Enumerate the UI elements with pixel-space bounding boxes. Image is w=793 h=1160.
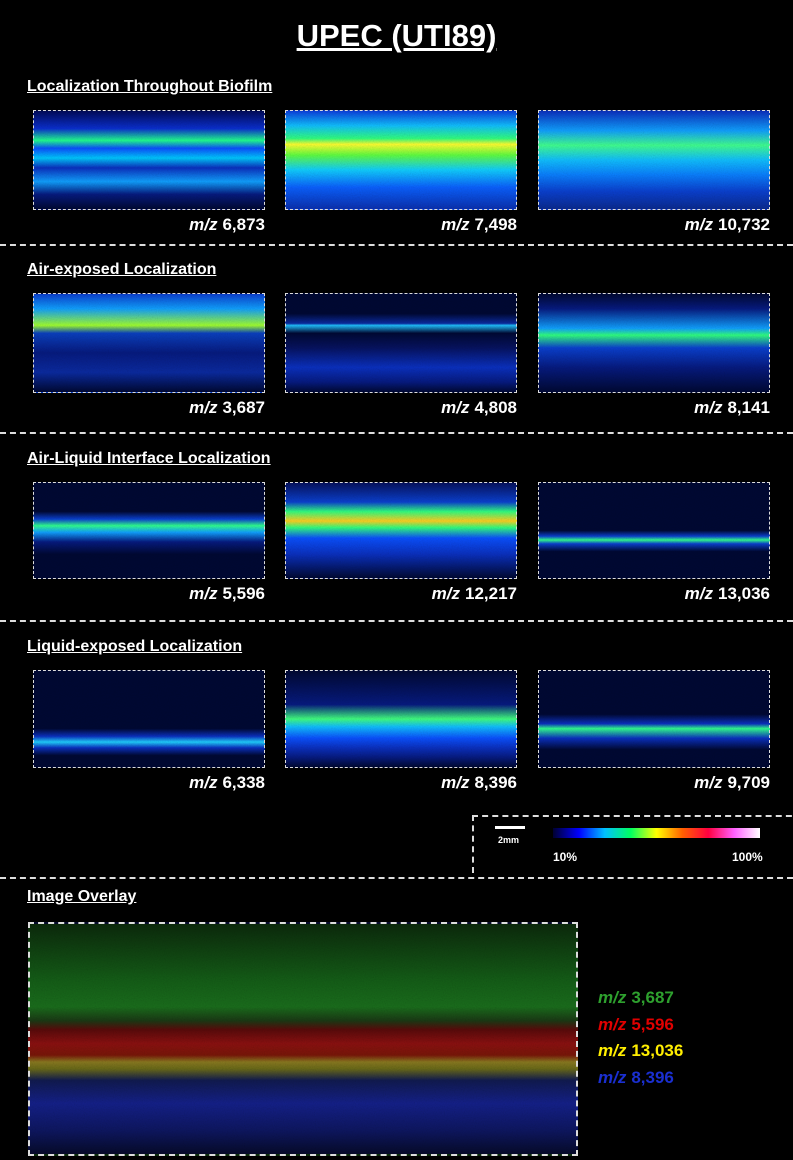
separator xyxy=(0,877,793,879)
panel-label: m/z 5,596 xyxy=(33,584,265,604)
noise xyxy=(30,924,576,1154)
mz-prefix: m/z xyxy=(189,398,217,417)
colorbar-min: 10% xyxy=(553,850,577,864)
heatmap-panel xyxy=(538,293,770,393)
noise xyxy=(286,483,516,578)
panel-label: m/z 12,217 xyxy=(285,584,517,604)
noise xyxy=(34,671,264,767)
legend-entry: m/z 8,396 xyxy=(598,1068,674,1088)
heatmap-panel xyxy=(538,482,770,579)
mz-prefix: m/z xyxy=(694,398,722,417)
separator xyxy=(0,244,793,246)
mz-prefix: m/z xyxy=(598,988,626,1007)
section-title: Localization Throughout Biofilm xyxy=(27,78,272,96)
mz-value: 9,709 xyxy=(727,773,770,792)
separator xyxy=(0,432,793,434)
noise xyxy=(539,111,769,209)
noise xyxy=(34,111,264,209)
panel-label: m/z 3,687 xyxy=(33,398,265,418)
colorbar-max: 100% xyxy=(732,850,763,864)
panel-label: m/z 6,338 xyxy=(33,773,265,793)
heatmap-panel xyxy=(285,110,517,210)
heatmap-panel xyxy=(285,293,517,393)
mz-value: 8,396 xyxy=(631,1068,674,1087)
panel-label: m/z 13,036 xyxy=(538,584,770,604)
figure-title: UPEC (UTI89) xyxy=(0,18,793,54)
overlay-image xyxy=(28,922,578,1156)
mz-value: 5,596 xyxy=(631,1015,674,1034)
section-title: Air-Liquid Interface Localization xyxy=(27,450,271,468)
legend-entry: m/z 5,596 xyxy=(598,1015,674,1035)
heatmap-panel xyxy=(33,293,265,393)
mz-value: 4,808 xyxy=(474,398,517,417)
mz-value: 3,687 xyxy=(222,398,265,417)
mz-value: 8,396 xyxy=(474,773,517,792)
legend-entry: m/z 3,687 xyxy=(598,988,674,1008)
heatmap-panel xyxy=(538,670,770,768)
mz-prefix: m/z xyxy=(598,1041,626,1060)
mz-prefix: m/z xyxy=(685,215,713,234)
mz-value: 13,036 xyxy=(718,584,770,603)
heatmap-panel xyxy=(538,110,770,210)
mz-prefix: m/z xyxy=(441,215,469,234)
legend-entry: m/z 13,036 xyxy=(598,1041,683,1061)
mz-prefix: m/z xyxy=(189,584,217,603)
noise xyxy=(286,671,516,767)
panel-label: m/z 9,709 xyxy=(538,773,770,793)
scale-bar xyxy=(495,826,525,829)
noise xyxy=(539,294,769,392)
mz-prefix: m/z xyxy=(685,584,713,603)
noise xyxy=(286,294,516,392)
noise xyxy=(539,483,769,578)
panel-label: m/z 4,808 xyxy=(285,398,517,418)
mz-prefix: m/z xyxy=(441,773,469,792)
section-title: Liquid-exposed Localization xyxy=(27,638,242,656)
mz-value: 12,217 xyxy=(465,584,517,603)
noise xyxy=(34,294,264,392)
mz-prefix: m/z xyxy=(694,773,722,792)
mz-prefix: m/z xyxy=(432,584,460,603)
heatmap-panel xyxy=(285,670,517,768)
panel-label: m/z 7,498 xyxy=(285,215,517,235)
mz-prefix: m/z xyxy=(598,1015,626,1034)
mz-value: 13,036 xyxy=(631,1041,683,1060)
mz-prefix: m/z xyxy=(598,1068,626,1087)
panel-label: m/z 8,396 xyxy=(285,773,517,793)
mz-value: 3,687 xyxy=(631,988,674,1007)
mz-value: 6,873 xyxy=(222,215,265,234)
mz-prefix: m/z xyxy=(189,215,217,234)
mz-prefix: m/z xyxy=(189,773,217,792)
mz-value: 6,338 xyxy=(222,773,265,792)
mz-value: 7,498 xyxy=(474,215,517,234)
heatmap-panel xyxy=(33,670,265,768)
mz-value: 8,141 xyxy=(727,398,770,417)
mz-value: 10,732 xyxy=(718,215,770,234)
mz-prefix: m/z xyxy=(441,398,469,417)
colorbar xyxy=(553,828,760,838)
heatmap-panel xyxy=(285,482,517,579)
section-title: Air-exposed Localization xyxy=(27,261,216,279)
panel-label: m/z 8,141 xyxy=(538,398,770,418)
noise xyxy=(34,483,264,578)
scale-bar-label: 2mm xyxy=(498,835,519,845)
heatmap-panel xyxy=(33,110,265,210)
heatmap-panel xyxy=(33,482,265,579)
noise xyxy=(286,111,516,209)
separator xyxy=(0,620,793,622)
overlay-title: Image Overlay xyxy=(27,888,136,906)
panel-label: m/z 6,873 xyxy=(33,215,265,235)
noise xyxy=(539,671,769,767)
mz-value: 5,596 xyxy=(222,584,265,603)
colorbar-box xyxy=(472,815,793,873)
panel-label: m/z 10,732 xyxy=(538,215,770,235)
figure: {"title": "UPEC (UTI89)", "mz_prefix": "… xyxy=(0,0,793,1160)
